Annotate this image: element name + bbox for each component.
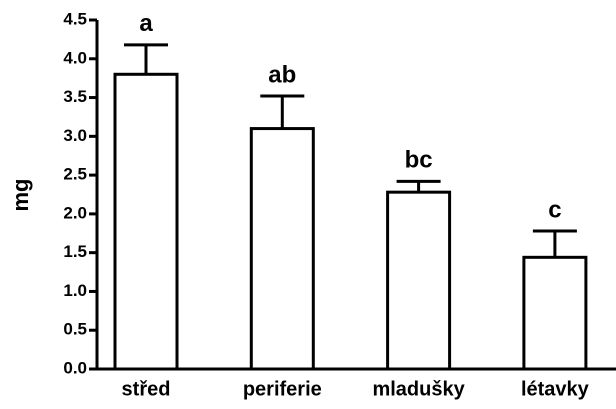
y-tick-label: 2.5 <box>63 165 87 184</box>
bar <box>113 72 179 371</box>
x-tick-label: mladušky <box>372 378 465 400</box>
x-tick-label: periferie <box>243 378 322 400</box>
annotation: bc <box>405 147 433 174</box>
y-axis-label: mg <box>8 179 33 212</box>
y-tick-label: 3.5 <box>63 87 87 106</box>
annotation: a <box>139 10 153 37</box>
y-tick-label: 4.5 <box>63 9 87 28</box>
bar <box>249 127 315 371</box>
bar <box>522 255 588 371</box>
x-tick-label: střed <box>122 378 171 400</box>
bar <box>386 190 452 371</box>
y-tick-label: 3.0 <box>63 126 87 145</box>
y-tick-label: 0.5 <box>63 320 87 339</box>
y-tick-label: 0.0 <box>63 358 87 377</box>
x-tick-label: létavky <box>521 378 590 400</box>
y-tick-label: 2.0 <box>63 203 87 222</box>
y-tick-label: 4.0 <box>63 48 87 67</box>
annotation: ab <box>268 61 296 88</box>
y-tick-label: 1.5 <box>63 242 87 261</box>
y-tick-label: 1.0 <box>63 281 87 300</box>
annotation: c <box>548 196 561 223</box>
